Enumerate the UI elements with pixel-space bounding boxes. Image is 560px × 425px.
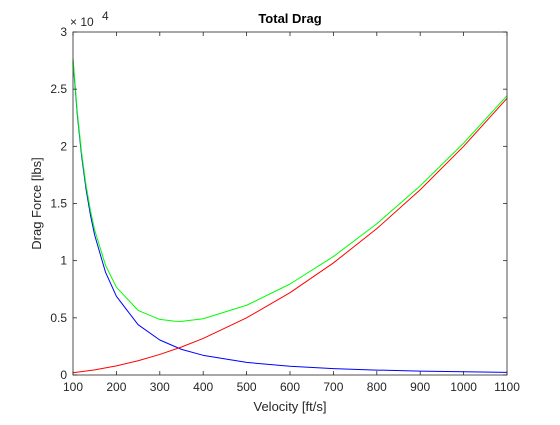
x-tick-label: 100 xyxy=(63,380,83,394)
x-tick-label: 1000 xyxy=(450,380,477,394)
y-tick-label: 0.5 xyxy=(50,311,67,325)
x-tick-label: 900 xyxy=(410,380,430,394)
x-tick-label: 1100 xyxy=(494,380,520,394)
y-exponent-base: × 10 xyxy=(70,15,94,29)
y-tick-label: 2 xyxy=(60,139,67,153)
y-tick-label: 3 xyxy=(60,25,67,39)
y-tick-label: 2.5 xyxy=(50,82,67,96)
x-tick-label: 300 xyxy=(150,380,170,394)
x-tick-label: 700 xyxy=(323,380,343,394)
x-tick-label: 600 xyxy=(280,380,300,394)
series-line-3 xyxy=(72,58,508,322)
y-exponent-power: 4 xyxy=(102,9,109,23)
chart-title: Total Drag xyxy=(258,11,321,26)
x-tick-label: 200 xyxy=(106,380,126,394)
series-layer xyxy=(72,58,508,374)
series-line-1 xyxy=(72,60,508,373)
plot-area xyxy=(73,32,507,375)
y-tick-label: 1 xyxy=(60,254,67,268)
x-tick-label: 400 xyxy=(193,380,213,394)
x-tick-label: 800 xyxy=(367,380,387,394)
x-tick-label: 500 xyxy=(237,380,257,394)
x-axis-label: Velocity [ft/s] xyxy=(254,399,327,414)
tick-layer: 100 200 300 400 500 600 700 800 900 1000 1100 0 0.5 1… xyxy=(50,25,520,394)
series-line-2 xyxy=(72,97,508,374)
y-tick-label: 0 xyxy=(60,368,67,382)
y-axis-label: Drag Force [lbs] xyxy=(29,157,44,249)
y-tick-label: 1.5 xyxy=(50,197,67,211)
